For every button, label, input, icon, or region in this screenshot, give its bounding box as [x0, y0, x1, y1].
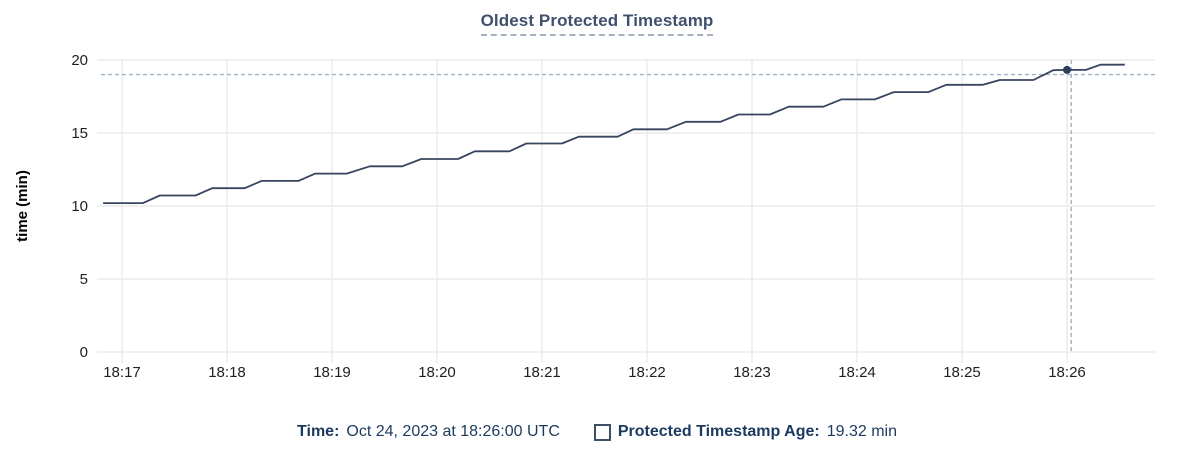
y-tick-label: 5	[80, 271, 88, 288]
x-tick-label: 18:21	[523, 364, 561, 381]
x-tick-label: 18:22	[628, 364, 666, 381]
series-line	[103, 63, 1125, 205]
tooltip-time-label: Time:	[297, 423, 340, 440]
hover-point-marker	[1063, 65, 1071, 74]
hover-crosshair	[101, 60, 1155, 352]
y-tick-label: 10	[71, 198, 88, 215]
axis-labels: 0 5 10 15 20 18:17 18:18 18:19 18:20 18:21 18:22 18…	[71, 52, 1085, 381]
series-label: Protected Timestamp Age:	[617, 423, 820, 440]
chart-header: Oldest Protected Timestamp	[0, 11, 1194, 36]
y-tick-label: 20	[71, 52, 88, 69]
y-tick-label: 0	[80, 344, 88, 361]
y-axis-title: time (min)	[14, 170, 31, 242]
chart-title[interactable]: Oldest Protected Timestamp	[480, 11, 714, 36]
legend-checkbox-icon[interactable]	[593, 423, 611, 441]
chart-legend: Time: Oct 24, 2023 at 18:26:00 UTC Prote…	[0, 421, 1194, 443]
x-tick-label: 18:26	[1048, 364, 1086, 381]
tooltip-time-value: Oct 24, 2023 at 18:26:00 UTC	[346, 423, 560, 440]
x-tick-label: 18:24	[838, 364, 876, 381]
x-tick-label: 18:19	[313, 364, 351, 381]
x-tick-label: 18:25	[943, 364, 981, 381]
x-tick-label: 18:17	[103, 364, 141, 381]
x-tick-label: 18:23	[733, 364, 771, 381]
legend-series-toggle[interactable]: Protected Timestamp Age: 19.32 min	[593, 423, 897, 441]
y-tick-label: 15	[71, 125, 88, 142]
x-tick-label: 18:18	[208, 364, 246, 381]
gridlines	[97, 59, 1155, 363]
x-tick-label: 18:20	[418, 364, 456, 381]
series-value: 19.32 min	[826, 423, 897, 440]
